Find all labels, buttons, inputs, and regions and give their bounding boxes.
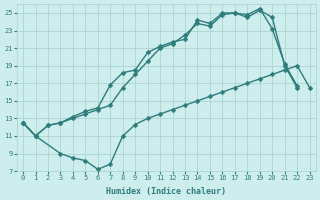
- X-axis label: Humidex (Indice chaleur): Humidex (Indice chaleur): [106, 187, 226, 196]
